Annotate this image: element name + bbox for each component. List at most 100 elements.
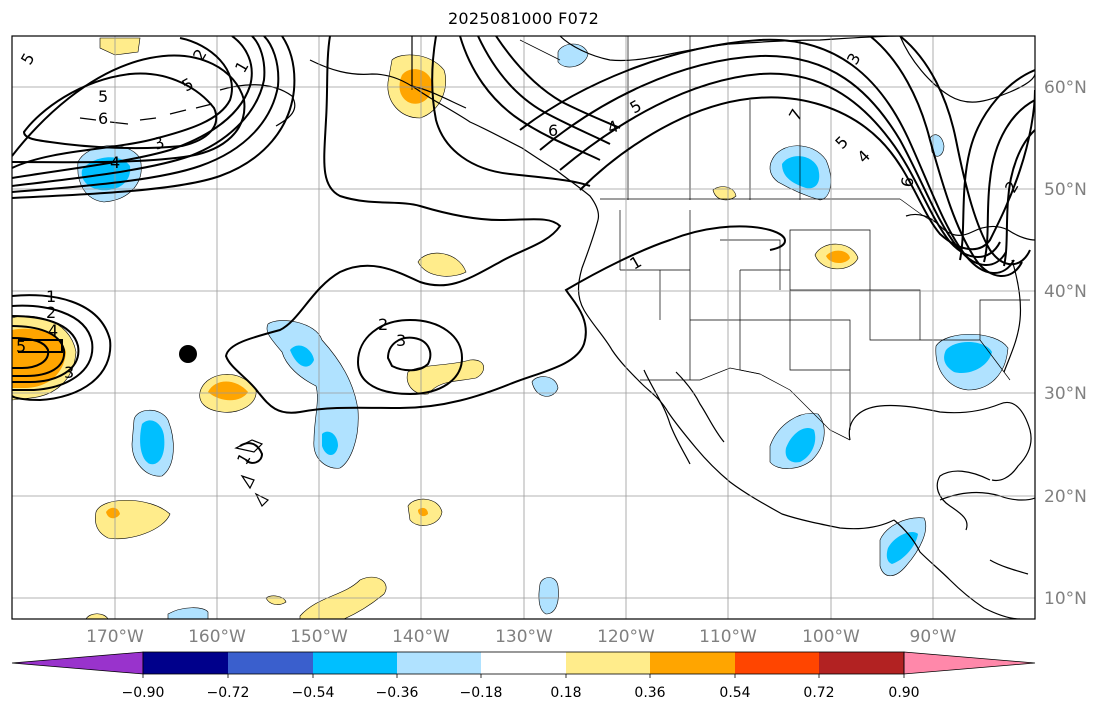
fill-neg-11 — [538, 577, 559, 615]
fill-neg-8b — [944, 341, 992, 374]
fill-pos-10b — [418, 507, 428, 517]
lon-label: 90°W — [910, 627, 957, 647]
contour-label: 4 — [110, 153, 120, 172]
colorbar-bin — [650, 652, 735, 674]
hawaii-3 — [254, 492, 270, 508]
contour-label: 6 — [98, 109, 108, 128]
contour-nw-6 — [12, 36, 280, 193]
contour-label: 6 — [897, 175, 917, 188]
contour-ne-4 — [519, 38, 1015, 274]
hawaii-2 — [240, 474, 255, 490]
lon-label: 170°W — [86, 627, 144, 647]
fill-pos-9b — [106, 507, 120, 519]
colorbar-frame — [142, 651, 905, 675]
lon-label: 100°W — [802, 627, 860, 647]
contour-lines — [12, 36, 1035, 464]
coast-us-west — [577, 219, 895, 530]
lat-label: 40°N — [1044, 282, 1087, 302]
colorbar-tick-label: −0.72 — [207, 685, 250, 701]
colorbar-bin — [228, 652, 313, 674]
contour-label: 2 — [46, 303, 56, 322]
fill-neg-5 — [266, 320, 359, 469]
colorbar-extend-high — [903, 651, 1036, 675]
colorbar-extend-low — [11, 651, 144, 675]
gridlines — [12, 36, 1035, 619]
contour-center-2 — [356, 318, 464, 396]
colorbar-bin — [397, 652, 481, 674]
contour-w-1 — [12, 294, 112, 402]
colorbar-tick-label: 0.18 — [550, 685, 581, 701]
coast-central-america — [893, 519, 1021, 619]
colorbar: −0.90 −0.72 −0.54 −0.36 −0.18 0.18 0.36 … — [11, 651, 1036, 701]
colorbar-ticks — [142, 674, 905, 678]
border-canada-provinces — [519, 36, 801, 200]
lon-label: 150°W — [290, 627, 348, 647]
fill-neg-9b — [785, 428, 816, 463]
lat-label: 50°N — [1044, 180, 1087, 200]
contour-w-3 — [12, 315, 80, 383]
fill-pos-6b — [12, 328, 66, 388]
lon-label: 110°W — [699, 627, 757, 647]
colorbar-tick-label: 0.90 — [888, 685, 919, 701]
contour-e-2 — [983, 99, 1035, 263]
coast-east — [1003, 259, 1022, 373]
latitude-labels: 60°N 50°N 40°N 30°N 20°N 10°N — [1044, 78, 1087, 609]
aleutians — [79, 103, 213, 125]
colorbar-bin — [819, 652, 904, 674]
longitude-labels: 170°W 160°W 150°W 140°W 130°W 120°W 110°… — [86, 627, 957, 647]
colorbar-tick-label: −0.36 — [376, 685, 419, 701]
political-borders — [411, 36, 1030, 441]
lon-label: 120°W — [597, 627, 655, 647]
fill-neg-10b — [886, 531, 918, 564]
lat-label: 60°N — [1044, 78, 1087, 98]
colorbar-tick-label: −0.18 — [460, 685, 503, 701]
colorbar-bin — [481, 652, 566, 674]
coast-baja — [643, 369, 725, 465]
lat-label: 20°N — [1044, 487, 1087, 507]
fill-neg-12 — [167, 607, 209, 619]
contour-gulf-1 — [431, 36, 591, 187]
fill-pos-4b — [826, 250, 850, 264]
contour-label: 4 — [48, 321, 58, 340]
contour-n-1 — [459, 36, 601, 161]
contour-big-1 — [224, 36, 786, 414]
contour-w-5b — [18, 339, 63, 353]
contour-w-5 — [12, 337, 50, 369]
border-us-mexico — [640, 367, 851, 441]
fill-pos-7b — [208, 381, 248, 401]
colorbar-tick-label: 0.72 — [803, 685, 834, 701]
contour-label: 1 — [46, 287, 56, 306]
contour-ne-3 — [539, 54, 1007, 266]
colorbar-tick-label: 0.36 — [634, 685, 665, 701]
contour-ne-5 — [869, 36, 1023, 277]
lat-label: 10°N — [1044, 589, 1087, 609]
colorbar-bin — [735, 652, 819, 674]
colorbar-tick-label: −0.54 — [292, 685, 335, 701]
location-marker — [179, 345, 197, 363]
contour-label: 5 — [98, 87, 108, 106]
plot-title: 2025081000 F072 — [447, 9, 600, 28]
lon-label: 160°W — [188, 627, 246, 647]
colorbar-bin — [143, 652, 228, 674]
lon-label: 140°W — [392, 627, 450, 647]
contour-nw-4 — [12, 36, 253, 179]
map-area — [12, 36, 1035, 619]
fill-neg-3b — [782, 156, 820, 189]
fill-neg-5b — [290, 345, 314, 367]
contour-nw-5 — [12, 36, 266, 187]
colorbar-tick-label: −0.90 — [122, 685, 165, 701]
fill-pos-5 — [712, 186, 737, 201]
lat-label: 30°N — [1044, 384, 1087, 404]
coast-hudson — [899, 36, 1035, 103]
contour-center-3 — [386, 336, 432, 372]
colorbar-bin — [313, 652, 397, 674]
colorbar-tick-label: 0.54 — [719, 685, 750, 701]
contour-hawaii-1 — [239, 442, 264, 464]
contour-ne-1 — [579, 89, 1035, 251]
contour-label: 3 — [396, 331, 406, 350]
map-frame — [11, 35, 1036, 620]
contour-ne-2 — [559, 72, 1001, 258]
coast-gulf — [848, 401, 1032, 531]
contour-nw-7 — [12, 36, 296, 199]
